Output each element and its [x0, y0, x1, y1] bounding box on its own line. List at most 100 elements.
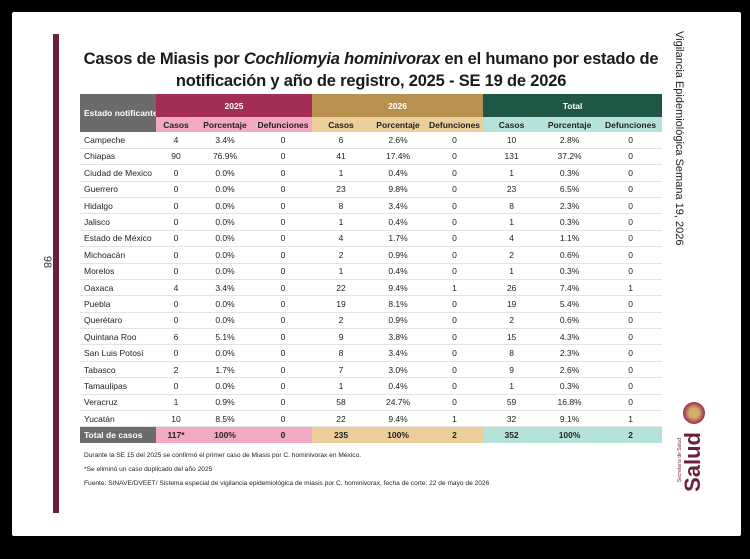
value-cell: 0.3%: [540, 164, 600, 182]
table-row: Yucatán 10 8.5% 0 22 9.4% 1 32 9.1% 1: [80, 410, 663, 428]
value-cell: 0: [426, 148, 484, 166]
value-cell: 2.3%: [540, 344, 600, 362]
page-number: 98: [41, 255, 54, 269]
page-title: Casos de Miasis por Cochliomyia hominivo…: [81, 48, 661, 92]
total-cell: 352: [483, 426, 541, 443]
state-cell: Ciudad de Mexico: [80, 164, 156, 182]
value-cell: 0: [426, 344, 484, 362]
logo-subtitle: Secretaría de Salud: [677, 438, 683, 483]
value-cell: 76.9%: [196, 148, 254, 166]
value-cell: 0.4%: [370, 213, 427, 231]
value-cell: 0: [254, 230, 313, 248]
value-cell: 1: [426, 410, 484, 428]
state-cell: San Luis Potosí: [80, 344, 156, 362]
value-cell: 0: [254, 295, 313, 313]
total-cell: 0: [254, 426, 313, 443]
value-cell: 22: [312, 410, 371, 428]
value-cell: 0: [156, 164, 196, 182]
total-cell: 100%: [196, 426, 254, 443]
subheader-defunciones: Defunciones: [426, 117, 484, 133]
value-cell: 0: [254, 344, 313, 362]
state-cell: Yucatán: [80, 410, 156, 428]
value-cell: 0: [426, 246, 484, 264]
state-cell: Chiapas: [80, 148, 156, 166]
group-header-2025: 2025: [156, 94, 313, 117]
table-row: Veracruz 1 0.9% 0 58 24.7% 0 59 16.8% 0: [80, 394, 663, 412]
value-cell: 0.3%: [540, 213, 600, 231]
subheader-defunciones: Defunciones: [254, 117, 313, 133]
value-cell: 0.0%: [196, 197, 254, 215]
total-cell: 2: [599, 426, 663, 443]
subheader-porcentaje: Porcentaje: [370, 117, 427, 133]
value-cell: 1.1%: [540, 230, 600, 248]
value-cell: 0: [599, 344, 663, 362]
value-cell: 23: [312, 181, 371, 198]
value-cell: 32: [483, 410, 541, 428]
value-cell: 0.9%: [196, 394, 254, 412]
value-cell: 0: [156, 213, 196, 231]
value-cell: 0.0%: [196, 263, 254, 280]
state-header: Estado notificante: [80, 94, 156, 133]
side-title: Vigilancia Epidemiológica Semana 19, 202…: [673, 31, 685, 246]
value-cell: 0: [156, 312, 196, 330]
value-cell: 8: [312, 344, 371, 362]
value-cell: 9.4%: [370, 279, 427, 297]
value-cell: 2: [156, 361, 196, 379]
value-cell: 0: [254, 263, 313, 280]
value-cell: 2: [312, 246, 371, 264]
value-cell: 0.0%: [196, 246, 254, 264]
value-cell: 2.8%: [540, 132, 600, 149]
value-cell: 6.5%: [540, 181, 600, 198]
table-row: Estado de México 0 0.0% 0 4 1.7% 0 4 1.1% 0: [80, 230, 663, 248]
value-cell: 0: [599, 148, 663, 166]
subheader-casos: Casos: [156, 117, 196, 133]
value-cell: 0: [599, 377, 663, 395]
value-cell: 2.3%: [540, 197, 600, 215]
value-cell: 0: [254, 312, 313, 330]
value-cell: 1: [426, 279, 484, 297]
value-cell: 9: [312, 328, 371, 346]
value-cell: 0: [426, 132, 484, 149]
value-cell: 0: [156, 181, 196, 198]
value-cell: 0.6%: [540, 246, 600, 264]
group-header-total: Total: [483, 94, 663, 117]
value-cell: 0.0%: [196, 213, 254, 231]
value-cell: 0.0%: [196, 312, 254, 330]
value-cell: 0: [426, 377, 484, 395]
value-cell: 0.4%: [370, 377, 427, 395]
state-cell: Jalisco: [80, 213, 156, 231]
value-cell: 8.5%: [196, 410, 254, 428]
table-row: Chiapas 90 76.9% 0 41 17.4% 0 131 37.2% 0: [80, 148, 663, 166]
side-accent-bar: [53, 34, 59, 513]
value-cell: 2: [312, 312, 371, 330]
note-line: Durante la SE 15 del 2025 se confirmó el…: [84, 452, 362, 459]
value-cell: 0: [426, 295, 484, 313]
value-cell: 37.2%: [540, 148, 600, 166]
table-row: Querétaro 0 0.0% 0 2 0.9% 0 2 0.6% 0: [80, 312, 663, 330]
table-row: Oaxaca 4 3.4% 0 22 9.4% 1 26 7.4% 1: [80, 279, 663, 297]
value-cell: 0: [426, 394, 484, 412]
value-cell: 9.8%: [370, 181, 427, 198]
value-cell: 0.9%: [370, 246, 427, 264]
table-row: Morelos 0 0.0% 0 1 0.4% 0 1 0.3% 0: [80, 263, 663, 280]
value-cell: 8.1%: [370, 295, 427, 313]
table-row: Guerrero 0 0.0% 0 23 9.8% 0 23 6.5% 0: [80, 181, 663, 198]
value-cell: 23: [483, 181, 541, 198]
value-cell: 0: [599, 312, 663, 330]
value-cell: 0: [254, 377, 313, 395]
value-cell: 0: [599, 132, 663, 149]
value-cell: 3.4%: [370, 344, 427, 362]
total-cell: 2: [426, 426, 484, 443]
value-cell: 0: [599, 361, 663, 379]
value-cell: 6: [156, 328, 196, 346]
value-cell: 0: [426, 263, 484, 280]
total-cell: 100%: [540, 426, 600, 443]
value-cell: 9: [483, 361, 541, 379]
value-cell: 0: [254, 394, 313, 412]
state-cell: Michoacán: [80, 246, 156, 264]
state-cell: Tabasco: [80, 361, 156, 379]
value-cell: 16.8%: [540, 394, 600, 412]
value-cell: 4.3%: [540, 328, 600, 346]
value-cell: 0: [254, 410, 313, 428]
total-cell: 100%: [370, 426, 427, 443]
